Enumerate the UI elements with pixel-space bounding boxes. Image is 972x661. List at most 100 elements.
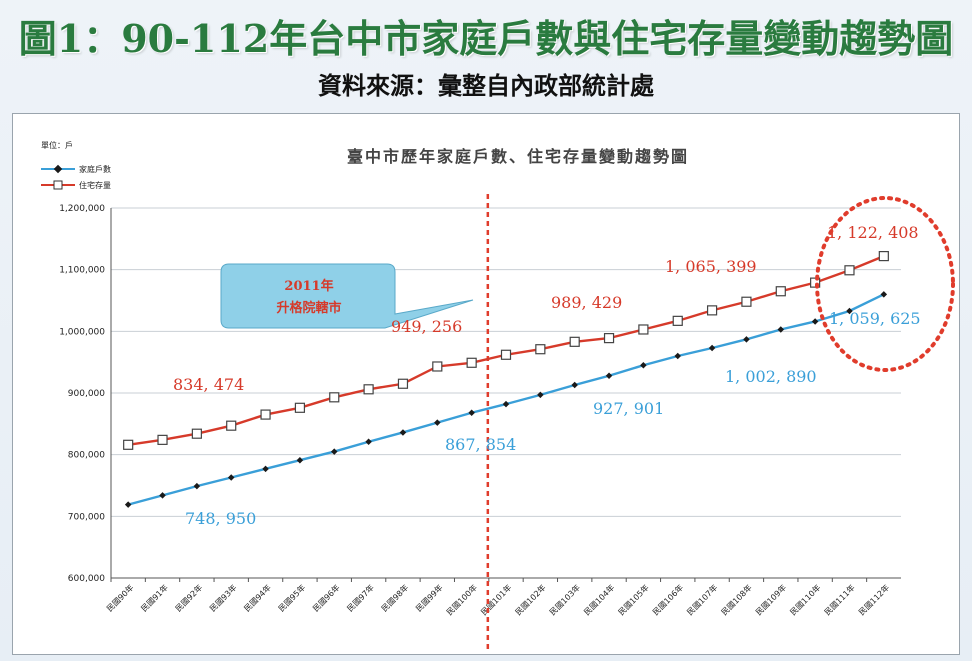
highlight-ellipse: [815, 196, 955, 372]
value-label-housing: 1, 065, 399: [665, 257, 757, 276]
data-point-households: [605, 372, 613, 379]
unit-label: 單位：戶: [41, 140, 73, 150]
value-label-housing: 949, 256: [391, 317, 462, 336]
page-title: 圖1：90-112年台中市家庭戶數與住宅存量變動趨勢圖: [18, 16, 954, 61]
data-point-housing: [329, 392, 340, 403]
x-tick-label: 民國103年: [547, 582, 582, 617]
value-label-households: 1, 059, 625: [829, 309, 921, 328]
x-tick-label: 民國98年: [379, 582, 410, 613]
x-tick-label: 民國96年: [310, 582, 341, 613]
data-point-households: [502, 400, 510, 408]
x-tick-label: 民國94年: [242, 582, 273, 613]
x-tick-label: 民國105年: [616, 582, 651, 617]
x-tick-label: 民國107年: [685, 582, 720, 617]
data-point-households: [159, 492, 166, 499]
x-tick-label: 民國100年: [444, 582, 479, 617]
data-point-housing: [672, 315, 683, 326]
y-tick-label: 1,000,000: [59, 327, 105, 337]
annotations: 834, 474 949, 256 989, 429 1, 065, 399 1, 12…: [173, 223, 921, 528]
x-tick-label: 民國99年: [413, 582, 444, 613]
data-point-housing: [638, 324, 649, 335]
data-point-housing: [432, 361, 443, 372]
data-point-housing: [226, 420, 237, 431]
y-tick-label: 1,200,000: [59, 204, 105, 214]
x-tick-label: 民國111年: [822, 582, 857, 617]
y-tick-label: 600,000: [68, 574, 105, 584]
value-label-households: 1, 002, 890: [725, 367, 817, 386]
data-point-households: [571, 381, 578, 389]
data-point-households: [331, 448, 338, 455]
data-point-households: [296, 456, 304, 464]
data-point-housing: [123, 439, 134, 450]
chart-panel: 單位：戶 臺中市歷年家庭戶數、住宅存量變動趨勢圖 家庭戶數 住宅存量 600,0…: [12, 113, 960, 655]
data-point-housing: [535, 344, 546, 355]
x-tick-label: 民國95年: [276, 582, 307, 613]
data-point-households: [846, 307, 853, 315]
data-point-housing: [191, 428, 202, 439]
value-label-housing: 1, 122, 408: [827, 223, 919, 242]
data-point-housing: [397, 378, 409, 389]
data-point-housing: [810, 277, 821, 288]
y-axis: 600,000 700,000 800,000 900,000 1,000,000 1,1…: [59, 204, 112, 584]
callout-bubble: [220, 263, 474, 329]
data-point-households: [365, 438, 372, 445]
x-tick-label: 民國97年: [345, 582, 376, 613]
data-point-households: [811, 318, 819, 325]
chart-title: 臺中市歷年家庭戶數、住宅存量變動趨勢圖: [347, 147, 689, 166]
x-tick-label: 民國104年: [582, 582, 617, 617]
data-point-households: [124, 501, 132, 508]
data-point-housing: [466, 357, 477, 368]
data-point-households: [193, 482, 201, 490]
legend-marker-housing: [53, 180, 63, 190]
x-tick-label: 民國90年: [104, 582, 135, 613]
data-point-households: [227, 474, 235, 481]
x-tick-label: 民國110年: [788, 582, 823, 617]
data-point-housing: [844, 265, 855, 276]
data-point-housing: [741, 296, 752, 307]
x-axis: 民國90年 民國91年 民國92年 民國93年 民國94年 民國95年 民國96年 民國97年…: [104, 577, 901, 617]
data-point-households: [743, 336, 750, 343]
value-label-households: 867, 854: [445, 435, 516, 454]
x-tick-label: 民國109年: [753, 582, 788, 617]
x-tick-label: 民國108年: [719, 582, 754, 617]
x-tick-label: 民國92年: [173, 582, 204, 613]
y-tick-label: 900,000: [68, 389, 105, 399]
data-point-housing: [363, 384, 374, 395]
legend-marker-households: [53, 164, 63, 174]
value-label-households: 748, 950: [185, 509, 256, 528]
callout-line-1: 2011年: [284, 278, 333, 294]
header: 圖1：90-112年台中市家庭戶數與住宅存量變動趨勢圖 資料來源：彙整自內政部統…: [0, 0, 972, 110]
data-point-households: [537, 391, 544, 399]
data-point-housing: [260, 409, 271, 420]
value-label-housing: 989, 429: [551, 293, 622, 312]
x-tick-label: 民國112年: [856, 582, 891, 617]
data-point-housing: [500, 349, 512, 360]
y-tick-label: 700,000: [68, 512, 105, 522]
x-tick-label: 民國93年: [207, 582, 238, 613]
data-point-households: [777, 326, 785, 333]
legend-label-households: 家庭戶數: [79, 164, 111, 174]
data-point-housing: [878, 251, 889, 262]
data-point-housing: [157, 434, 168, 445]
x-tick-label: 民國101年: [479, 582, 514, 617]
value-label-households: 927, 901: [593, 399, 664, 418]
x-tick-label: 民國106年: [650, 582, 685, 617]
legend: 家庭戶數 住宅存量: [41, 164, 111, 190]
data-point-households: [434, 419, 441, 426]
data-point-housing: [569, 336, 580, 347]
value-label-housing: 834, 474: [173, 375, 244, 394]
data-point-households: [640, 361, 647, 369]
legend-label-housing: 住宅存量: [79, 180, 111, 190]
x-tick-label: 民國102年: [513, 582, 548, 617]
line-chart: 單位：戶 臺中市歷年家庭戶數、住宅存量變動趨勢圖 家庭戶數 住宅存量 600,0…: [41, 140, 955, 650]
data-point-households: [708, 344, 716, 352]
highlight-ellipse-shape: [815, 196, 955, 372]
data-point-housing: [294, 402, 306, 413]
data-point-households: [468, 409, 475, 416]
x-tick-label: 民國91年: [139, 582, 170, 613]
data-source: 資料來源：彙整自內政部統計處: [318, 71, 654, 100]
data-point-households: [674, 352, 681, 360]
callout-line-2: 升格院轄市: [276, 300, 341, 316]
